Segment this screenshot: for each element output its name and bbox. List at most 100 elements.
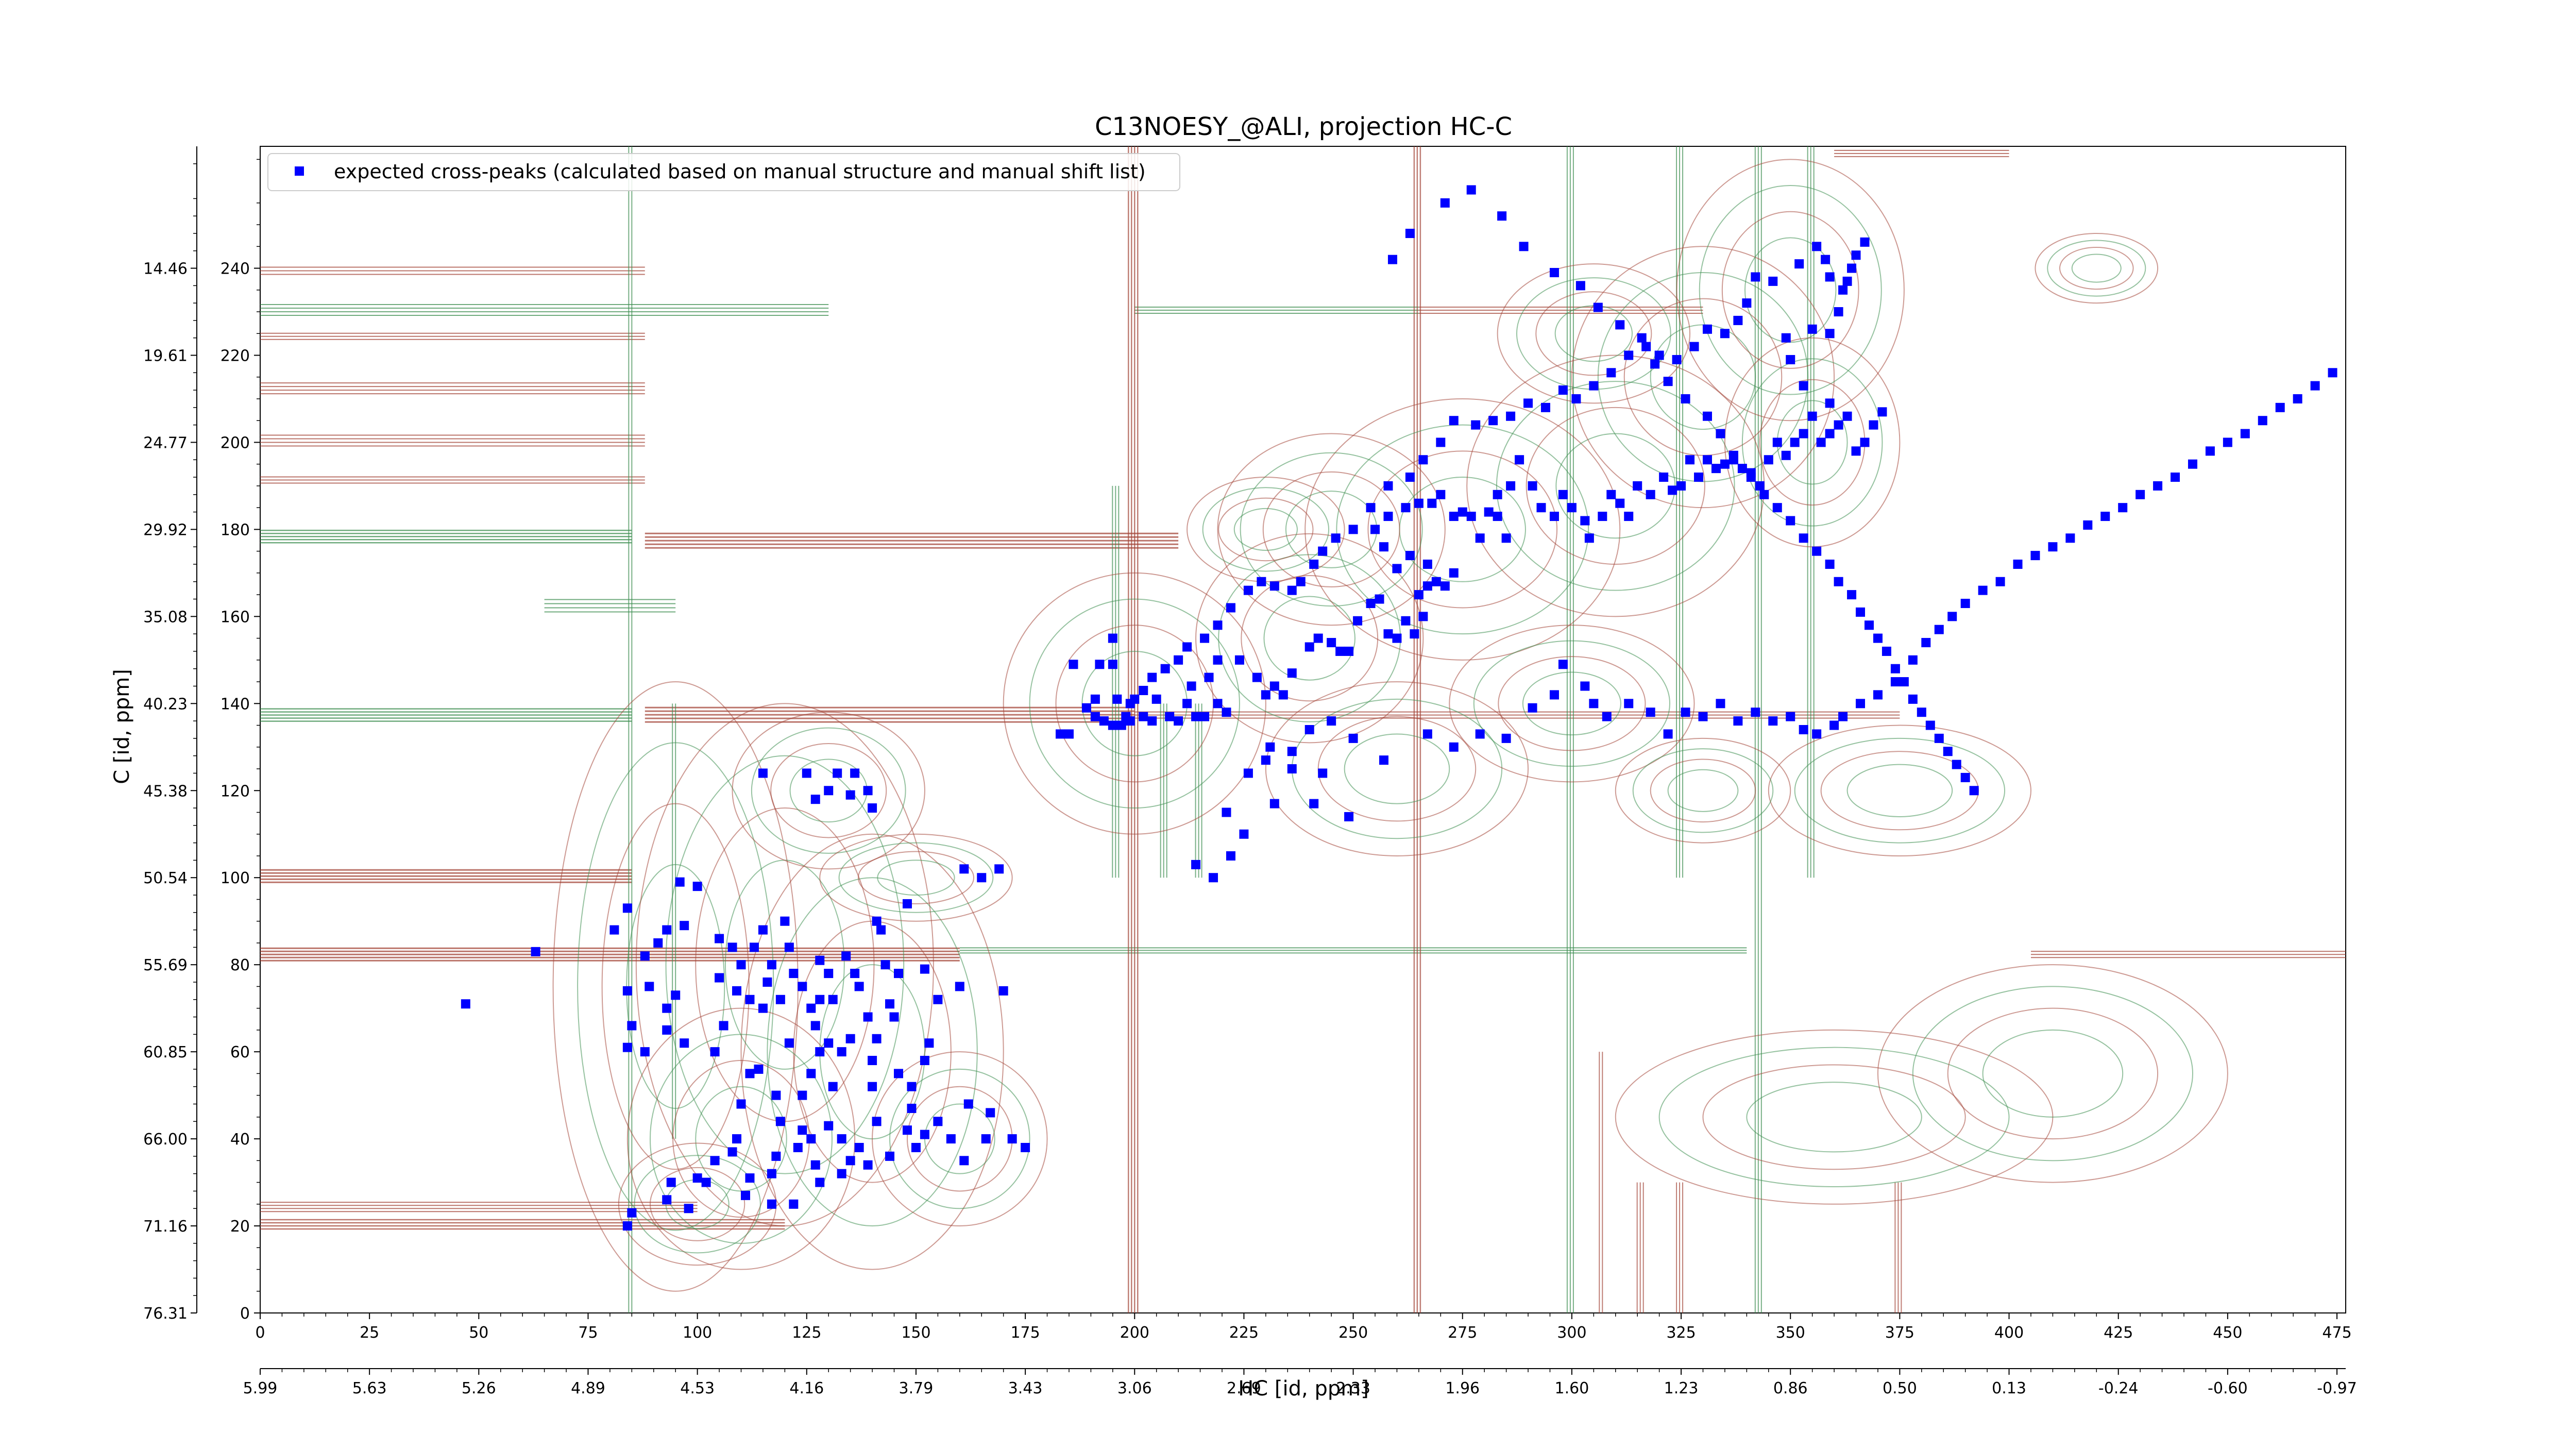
cross-peak-marker [1536,503,1546,513]
cross-peak-marker [675,877,685,887]
cross-peak-marker [1331,533,1341,543]
cross-peak-marker [889,1012,899,1022]
cross-peak-marker [1890,664,1900,673]
cross-peak-marker [758,925,768,935]
cross-peak-marker [959,1156,969,1166]
cross-peak-marker [1663,377,1673,386]
x-ppm-tick-label: -0.60 [2208,1379,2248,1397]
cross-peak-marker [1602,712,1612,721]
cross-peak-marker [645,982,654,991]
cross-peak-marker [872,1117,882,1126]
cross-peak-marker [1449,742,1459,752]
cross-peak-marker [1856,699,1866,709]
contour-ring [1498,656,1646,751]
cross-peak-marker [1960,772,1970,782]
cross-peak-marker [1589,699,1599,709]
cross-peak-marker [1947,612,1957,621]
y-ppm-tick-label: 24.77 [143,434,188,452]
cross-peak-marker [1908,655,1918,665]
cross-peak-marker [837,1047,846,1057]
cross-peak-marker [1856,607,1866,617]
cross-peak-marker [1934,625,1944,634]
cross-peak-marker [1379,542,1388,552]
x-tick-label: 325 [1666,1324,1696,1342]
cross-peak-marker [810,1160,820,1170]
y-tick-label: 60 [230,1043,250,1062]
cross-peak-marker [2328,368,2337,378]
x-axis-label: HC [id, ppm] [1238,1377,1369,1401]
cross-peak-marker [640,951,650,961]
cross-peak-marker [1108,720,1117,730]
x-ppm-tick-label: 4.16 [789,1379,824,1397]
cross-peak-marker [1021,1142,1030,1152]
cross-peak-marker [461,999,470,1009]
x-ppm-tick-label: 5.63 [352,1379,387,1397]
cross-peak-marker [1685,455,1695,465]
cross-peak-marker [824,1121,834,1131]
cross-peak-marker [745,1173,755,1183]
x-ppm-tick-label: 0.50 [1883,1379,1917,1397]
cross-peak-marker [1877,407,1887,417]
contour-ring [857,851,974,904]
x-tick-label: 75 [578,1324,598,1342]
cross-peak-marker [1344,812,1354,821]
cross-peak-marker [1493,512,1502,521]
cross-peak-marker [1501,733,1511,743]
contour-ring [1218,497,1314,562]
cross-peak-marker [727,942,737,952]
cross-peak-marker [1598,512,1607,521]
cross-peak-marker [1191,712,1201,721]
x-ppm-tick-label: -0.24 [2098,1379,2139,1397]
cross-peak-marker [1174,655,1183,665]
cross-peak-marker [833,768,842,778]
cross-peak-marker [1676,481,1686,491]
cross-peak-marker [1405,551,1415,561]
cross-peak-marker [1204,672,1214,682]
cross-peak-marker [1781,450,1791,460]
cross-peak-marker [824,786,834,796]
cross-peak-marker [1147,716,1157,726]
cross-peak-marker [2188,459,2197,469]
cross-peak-marker [775,995,785,1004]
contour-ring [1982,1029,2124,1118]
cross-peak-marker [1733,716,1743,726]
cross-peak-marker [1418,455,1428,465]
cross-peak-marker [640,1047,650,1057]
cross-peak-marker [824,969,834,979]
y-ppm-tick-label: 40.23 [143,695,188,713]
cross-peak-marker [872,1034,882,1043]
x-tick-label: 250 [1338,1324,1368,1342]
cross-peak-marker [1751,707,1760,717]
cross-peak-marker [680,921,689,931]
cross-peak-marker [2065,533,2075,543]
x-tick-label: 475 [2322,1324,2351,1342]
cross-peak-marker [789,1199,799,1209]
cross-peak-marker [1327,638,1336,648]
cross-peak-marker [868,1082,877,1091]
cross-peak-marker [531,947,540,956]
cross-peak-marker [1257,577,1266,586]
cross-peak-marker [1755,481,1765,491]
cross-peak-marker [1287,747,1297,756]
contour-ring [872,1051,1048,1227]
cross-peak-marker [1549,512,1559,521]
cross-peak-marker [662,1025,672,1035]
cross-peak-marker [2310,381,2320,391]
cross-peak-marker [1917,707,1926,717]
cross-peak-marker [1222,807,1231,817]
cross-peak-marker [1313,633,1323,643]
contour-ring [740,833,1004,1270]
x-ppm-tick-label: 2.69 [1227,1379,1261,1397]
cross-peak-marker [1348,733,1358,743]
cross-peak-marker [810,795,820,804]
cross-peak-marker [1436,437,1446,447]
contour-ring [1233,508,1298,551]
cross-peak-marker [1466,185,1476,195]
cross-peak-marker [1392,633,1402,643]
cross-peak-marker [920,1130,929,1139]
cross-peak-marker [1549,267,1559,277]
cross-peak-marker [1139,685,1148,695]
cross-peak-marker [1375,594,1384,604]
contour-ring [877,860,955,896]
cross-peak-marker [1515,455,1524,465]
